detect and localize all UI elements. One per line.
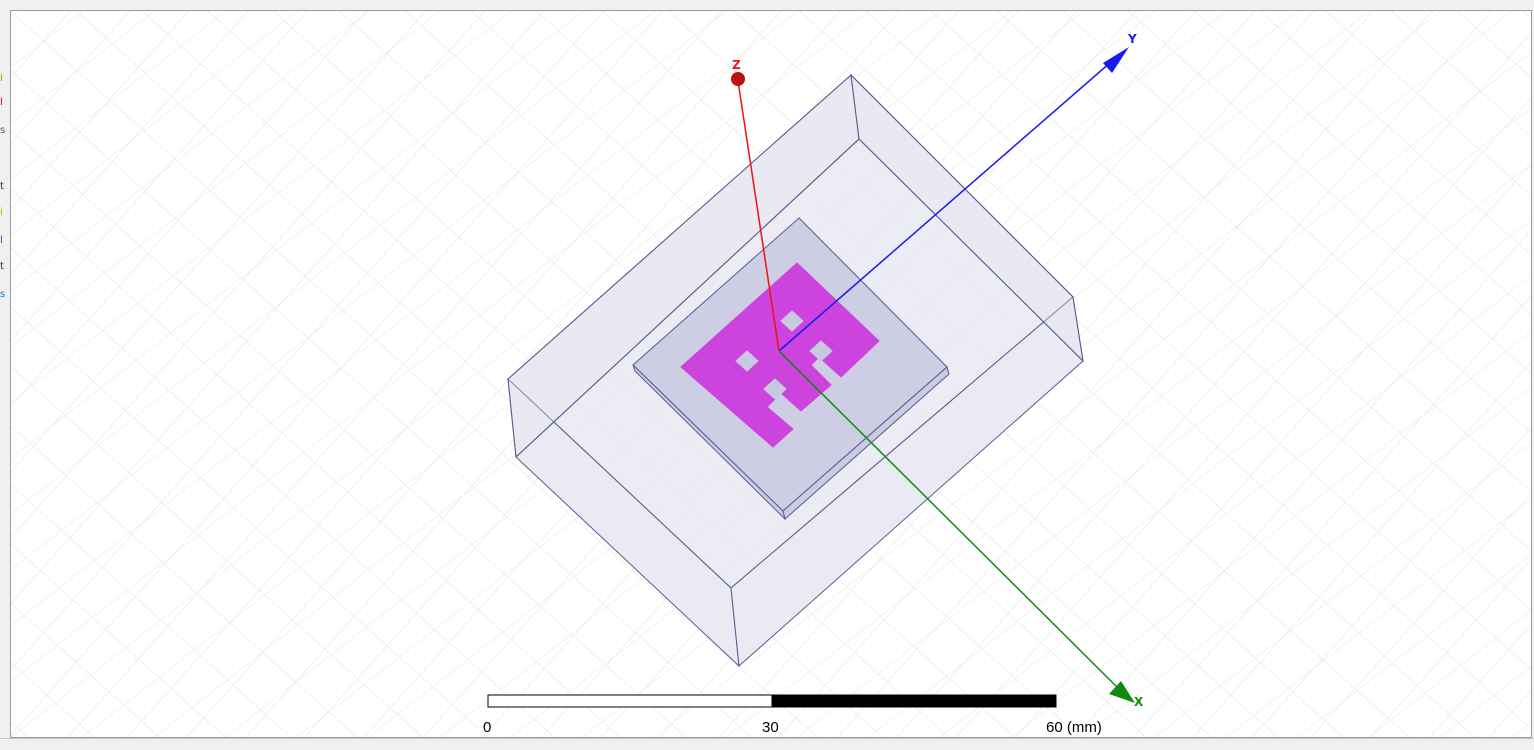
x-axis-line: [778, 350, 1122, 692]
substrate-right-edge: [782, 366, 950, 520]
scale-ruler: 0 30 60 (mm): [483, 694, 1102, 736]
y-axis-label: Y: [1127, 32, 1137, 46]
3d-scene[interactable]: Y Z X 0 30 60 (mm): [11, 11, 1532, 738]
left-panel-strip: i l s t i l t s: [0, 0, 10, 750]
left-panel-fragment: l: [0, 235, 3, 246]
ruler-label-60: 60 (mm): [1046, 719, 1102, 736]
x-axis-arrow: [1109, 681, 1135, 703]
air-box-edge: [858, 138, 1084, 362]
patch-slot-4: [763, 378, 787, 400]
x-axis-label: X: [1134, 695, 1144, 709]
left-panel-fragment: l: [0, 97, 3, 108]
coordinate-axes: Y Z X: [731, 32, 1144, 709]
left-panel-fragment: t: [0, 181, 4, 192]
patch-slot-1: [780, 310, 804, 332]
ruler-white-segment: [487, 694, 773, 708]
z-axis-endpoint: [731, 72, 745, 86]
left-panel-fragment: s: [0, 289, 6, 300]
left-panel-fragment: i: [0, 73, 3, 84]
patch-slot-2: [809, 340, 833, 362]
bottom-status-strip: [0, 738, 1534, 750]
air-box-edge: [515, 138, 860, 458]
patch-slot-3: [735, 350, 759, 372]
3d-modeler-viewport[interactable]: Y Z X 0 30 60 (mm): [10, 10, 1532, 738]
z-axis-line: [737, 80, 780, 352]
left-panel-fragment: t: [0, 261, 4, 272]
patch-conductor: [680, 262, 880, 448]
ruler-label-30: 30: [762, 719, 779, 736]
ruler-black-segment: [771, 694, 1057, 708]
y-axis-line: [778, 54, 1120, 352]
left-panel-fragment: i: [0, 207, 3, 218]
ruler-label-0: 0: [483, 719, 491, 736]
patch-antenna[interactable]: [680, 262, 880, 448]
z-axis-label: Z: [732, 58, 741, 72]
left-panel-fragment: s: [0, 125, 6, 136]
y-axis-arrow: [1103, 47, 1129, 73]
